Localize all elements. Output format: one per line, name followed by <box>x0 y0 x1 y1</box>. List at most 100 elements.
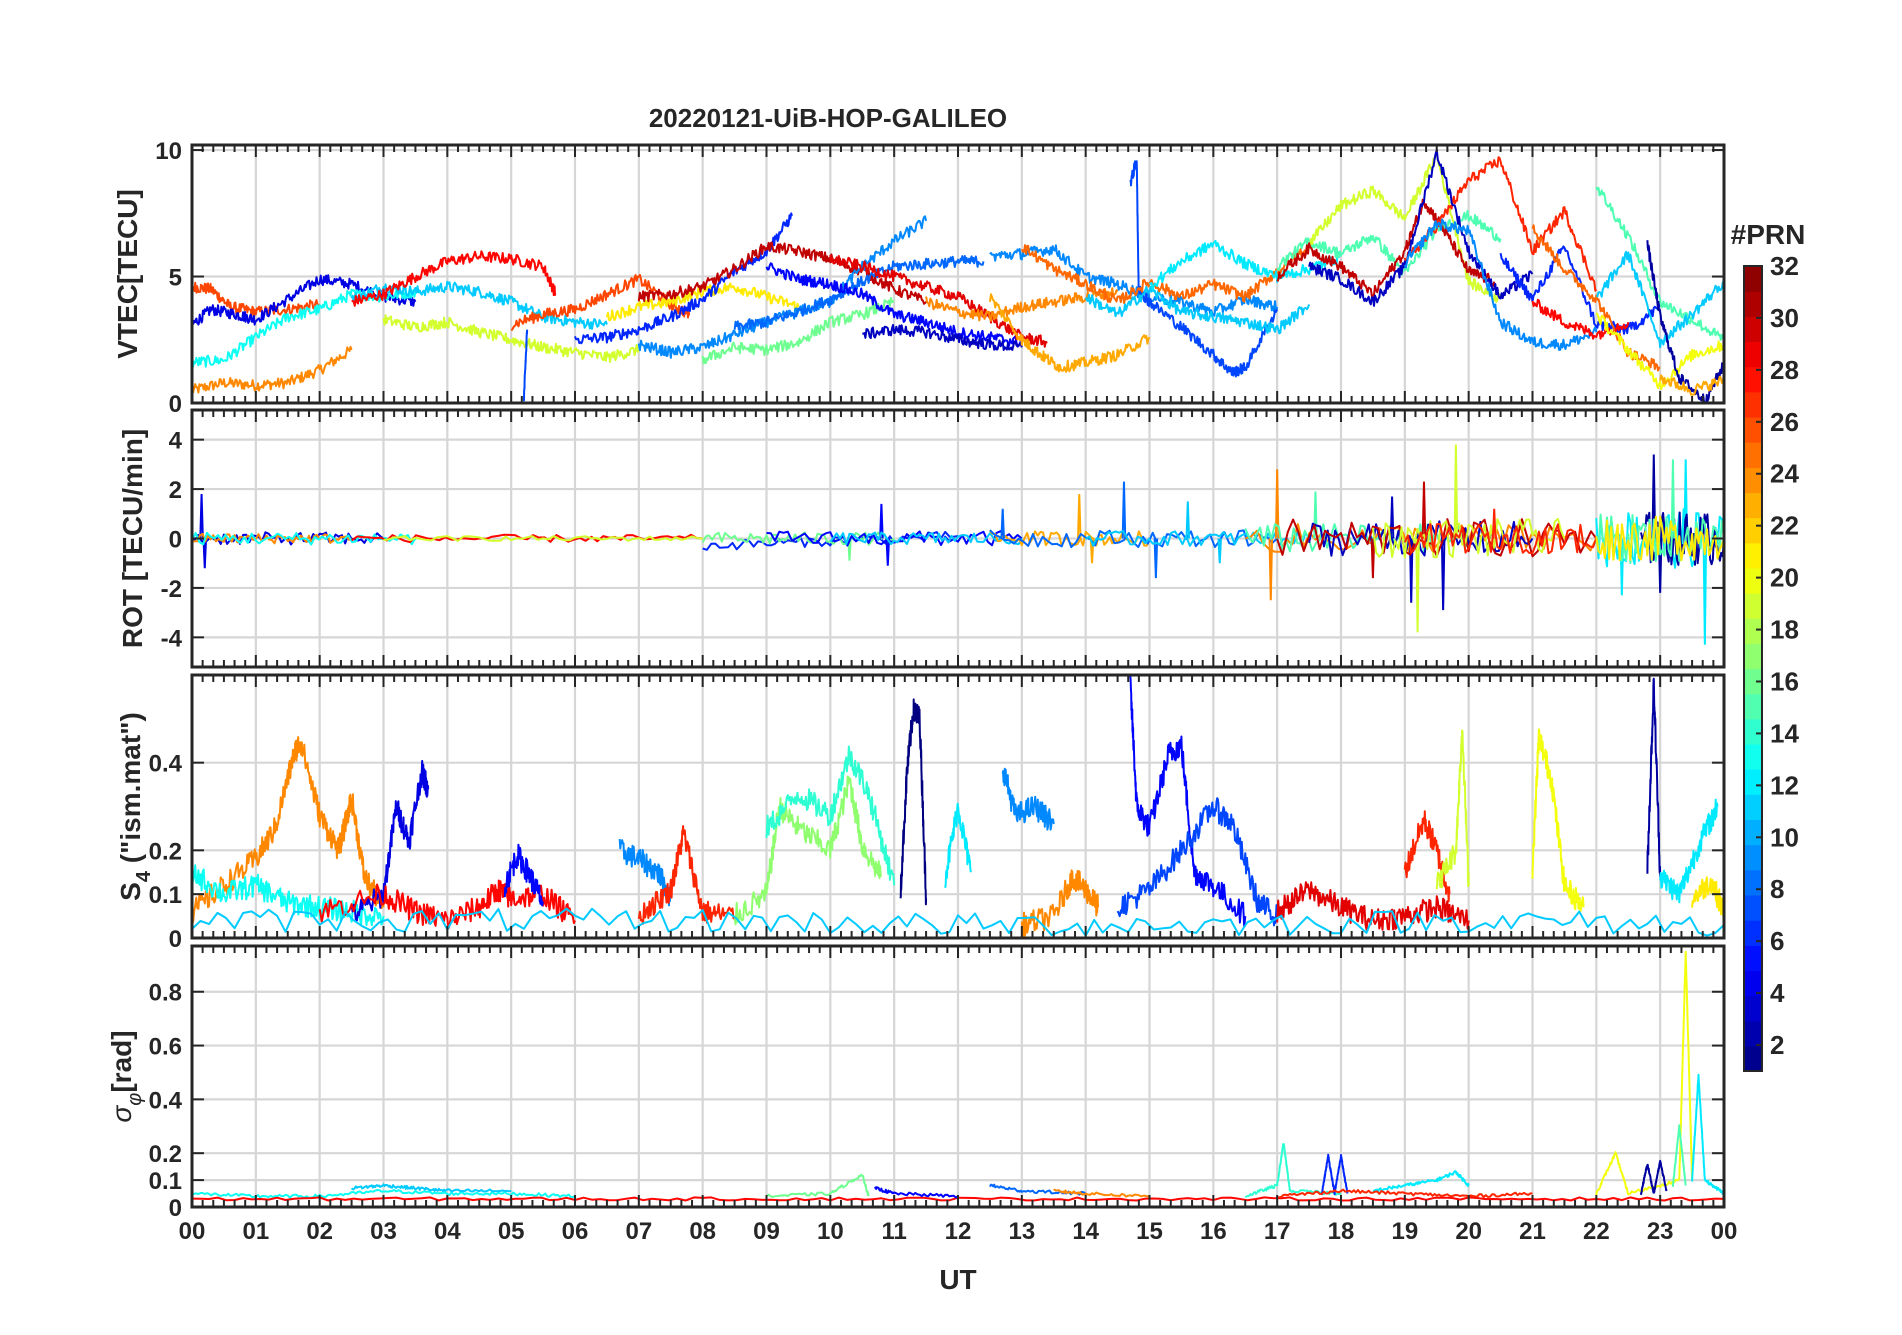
series-line-prn20 <box>1531 728 1585 913</box>
series-spike-prn19 <box>1453 444 1459 539</box>
colorbar-swatch <box>1744 794 1762 821</box>
y-tick-label-s4: 0.4 <box>149 751 183 778</box>
y-tick-label-sigma: 0.2 <box>149 1141 182 1168</box>
x-tick-label: 22 <box>1583 1218 1610 1245</box>
series-spike-prn4 <box>202 538 208 569</box>
colorbar-swatch <box>1744 920 1762 946</box>
colorbar-swatch <box>1744 291 1762 317</box>
y-axis-label-s4: S4 ("ism.mat") <box>115 712 155 901</box>
y-axis-label-sub: φ <box>124 1093 146 1106</box>
x-tick-label: 18 <box>1328 1218 1355 1245</box>
y-tick-label-sigma: 0.8 <box>149 980 182 1007</box>
series-line-prn5 <box>766 530 1023 547</box>
series-line-prn29 <box>829 254 1048 348</box>
y-tick-label-s4: 0 <box>169 926 182 953</box>
colorbar-swatch <box>1744 869 1762 896</box>
series-spike-prn2 <box>1651 454 1657 539</box>
series-line-prn7 <box>522 329 529 402</box>
colorbar-tick-label: 14 <box>1770 718 1799 748</box>
series-spike-prn24 <box>1274 469 1280 539</box>
series-line-prn30 <box>1276 198 1496 298</box>
colorbar-swatch <box>1744 995 1762 1022</box>
series-line-prn1 <box>899 698 928 906</box>
colorbar-swatch <box>1744 467 1762 494</box>
x-tick-label: 14 <box>1072 1218 1099 1245</box>
series-line-prn19 <box>1308 152 1502 304</box>
series-line-prn9 <box>1001 767 1055 831</box>
series-line-prn28 <box>318 879 576 930</box>
series-spike-prn16 <box>847 538 852 561</box>
colorbar-tick-label: 16 <box>1770 666 1799 696</box>
series-spike-prn15 <box>1313 491 1318 539</box>
series-line-prn21 <box>1691 876 1724 920</box>
colorbar-tick-label: 20 <box>1770 563 1799 593</box>
series-line-prn24 <box>192 345 353 394</box>
colorbar-swatch <box>1744 366 1762 393</box>
y-axis-label-sigma: σφ[rad] <box>106 1030 146 1122</box>
series-line-prn9 <box>1403 218 1598 351</box>
series-line-prn17 <box>733 775 883 926</box>
series-line-prn21 <box>605 282 800 322</box>
colorbar-swatch <box>1744 769 1762 795</box>
panel-rot: -4 -2 0 2 4 ROT [TECU/min] <box>117 408 1726 669</box>
colorbar-swatch <box>1744 542 1762 569</box>
series-line-prn5 <box>765 262 1023 348</box>
series-line-prn4 <box>192 274 417 326</box>
x-tick-label: 19 <box>1391 1218 1418 1245</box>
y-tick-label-vtec: 10 <box>155 138 182 165</box>
series-spike-prn30 <box>1421 481 1427 539</box>
colorbar-swatch <box>1744 593 1762 619</box>
series-line-prn24 <box>1020 869 1100 938</box>
series-line-prn27 <box>637 825 736 925</box>
series-line-prn5 <box>1129 676 1247 928</box>
series-line-prn12 <box>1691 1073 1724 1196</box>
series-line-prn6 <box>574 212 793 345</box>
y-tick-label-s4: 0.1 <box>149 882 182 909</box>
colorbar-swatch <box>1744 693 1762 720</box>
colorbar-swatch <box>1744 894 1762 921</box>
y-axis-label-sub: 4 <box>133 870 155 882</box>
y-tick-label-rot: -2 <box>161 576 182 603</box>
colorbar-swatch <box>1744 945 1762 971</box>
series-line-prn9 <box>618 838 672 907</box>
colorbar-swatch <box>1744 266 1762 292</box>
y-axis-label-main: S <box>115 882 146 901</box>
series-spike-prn15 <box>1670 459 1676 539</box>
series-line-prn19 <box>382 314 640 363</box>
series-spike-prn5 <box>879 503 884 539</box>
series-line-prn11 <box>1596 250 1724 349</box>
series-spike-prn4 <box>199 493 204 539</box>
series-line-prn7 <box>1116 797 1279 927</box>
series-spike-prn11 <box>1185 501 1191 539</box>
series-line-prn27 <box>1403 522 1598 555</box>
x-axis-label: UT <box>939 1264 976 1295</box>
colorbar-tick-label: 10 <box>1770 822 1799 852</box>
series-line-prn24 <box>1053 1188 1150 1198</box>
colorbar-swatch <box>1744 391 1762 418</box>
series-line-prn14 <box>1244 1143 1342 1199</box>
colorbar-tick-label: 2 <box>1770 1030 1784 1060</box>
colorbar-swatch <box>1744 517 1762 544</box>
y-tick-label-sigma: 0.1 <box>149 1168 182 1195</box>
x-tick-label: 06 <box>562 1218 589 1245</box>
series-line-prn12 <box>944 802 972 888</box>
colorbar-frame <box>1743 265 1763 1072</box>
series-line-prn4 <box>350 759 430 922</box>
series-group-rot <box>192 444 1724 645</box>
series-line-prn5 <box>503 843 544 907</box>
x-tick-label: 09 <box>753 1218 780 1245</box>
y-tick-label-sigma: 0 <box>169 1195 182 1222</box>
series-spike-prn30 <box>1370 538 1376 579</box>
series-line-prn21 <box>1595 515 1724 562</box>
colorbar-swatch <box>1744 844 1762 871</box>
colorbar-swatch <box>1744 1045 1762 1072</box>
series-group-vtec <box>192 148 1724 403</box>
x-tick-label: 11 <box>881 1218 906 1245</box>
series-line-prn15 <box>1671 1124 1687 1187</box>
series-spike-prn5 <box>885 538 891 566</box>
x-tick-label: 20 <box>1455 1218 1482 1245</box>
x-tick-label: 15 <box>1136 1218 1163 1245</box>
series-line-prn16 <box>765 1173 870 1198</box>
